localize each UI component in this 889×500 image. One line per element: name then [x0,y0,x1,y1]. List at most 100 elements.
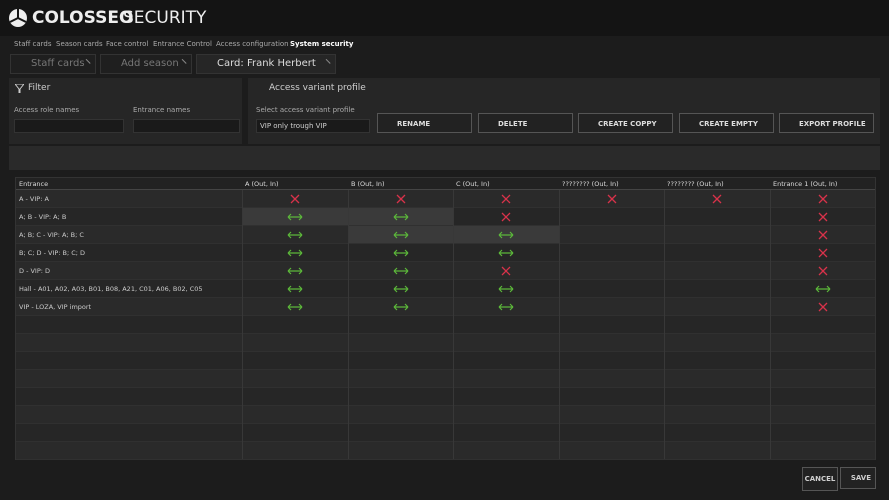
table-row [16,262,875,280]
column-divider [770,178,771,459]
table-row [16,280,875,298]
column-header: C (Out, In) [456,180,490,188]
deny-icon [501,266,511,276]
tab-close[interactable] [321,58,331,69]
tab-label: Add season [121,58,179,69]
allow-icon [498,231,514,239]
row-label: D - VIP: D [19,267,51,275]
table-row [16,352,875,370]
deny-icon [501,212,511,222]
deny-icon [818,212,827,222]
column-header: Entrance 1 (Out, In) [773,180,838,188]
header: COLOSSEO SECURITY [0,0,889,36]
field-label: Access role names [14,106,80,114]
nav-link[interactable]: Access configuration [216,40,289,48]
deny-icon [818,266,827,276]
allow-icon [287,249,303,257]
table-row [16,334,875,352]
allow-icon [498,285,514,293]
filter-icon [15,84,24,93]
table-row [16,370,875,388]
allow-icon [287,267,303,275]
logo [9,9,27,27]
select-label: Select access variant profile [256,106,355,114]
deny-icon [607,194,616,204]
profile-title: Access variant profile [269,83,366,93]
deny-icon [396,194,405,204]
column-header: ???????? (Out, In) [562,180,619,188]
profile-button[interactable]: CREATE EMPTY [679,113,774,133]
row-label: B; C; D - VIP: B; C; D [19,249,86,257]
product: SECURITY [123,8,207,28]
toolbar-band [9,146,880,170]
column-divider [242,178,243,459]
allow-icon [815,285,830,293]
column-header: Entrance [19,180,49,188]
allow-icon [498,303,514,311]
nav-link[interactable]: Staff cards [14,40,52,48]
allow-icon [393,303,408,311]
allow-icon [287,285,303,293]
allow-icon [498,249,514,257]
column-divider [453,178,454,459]
brand: COLOSSEO [32,8,134,28]
row-label: Hall - A01, A02, A03, B01, B08, A21, C01… [19,285,203,293]
save-button[interactable]: SAVE [840,467,876,489]
table-row [16,190,875,208]
table-row [16,244,875,262]
tab[interactable]: Staff cards [10,54,96,74]
filter-title: Filter [28,83,51,93]
tab[interactable]: Add season [100,54,192,74]
tab[interactable]: Card: Frank Herbert [196,54,336,74]
deny-icon [818,248,827,258]
column-divider [664,178,665,459]
nav-link[interactable]: Entrance Control [153,40,212,48]
profile-button[interactable]: DELETE [478,113,573,133]
row-label: A; B - VIP: A; B [19,213,67,221]
allow-icon [393,249,408,257]
table-row [16,424,875,442]
table-row [16,298,875,316]
allow-icon [287,303,303,311]
tab-close[interactable] [177,58,187,69]
column-header: B (Out, In) [351,180,385,188]
profile-button[interactable]: CREATE COPPY [578,113,673,133]
nav-link[interactable]: System security [290,40,354,48]
field-label: Entrance names [133,106,191,114]
header-row [16,178,875,190]
deny-icon [818,194,827,204]
row-label: A; B; C - VIP: A; B; C [19,231,84,239]
profile-button[interactable]: EXPORT PROFILE [779,113,874,133]
tab-bar: Staff cards Add season Card: Frank Herbert [10,54,880,74]
text-input[interactable] [133,119,240,133]
nav-link[interactable]: Season cards [56,40,103,48]
allow-icon [393,285,408,293]
table-row [16,316,875,334]
nav-link[interactable]: Face control [106,40,149,48]
deny-icon [501,194,511,204]
allow-icon [393,213,408,221]
table-row [16,388,875,406]
profile-panel: Access variant profile Select access var… [248,78,880,144]
table-row [16,406,875,424]
deny-icon [818,230,827,240]
column-header: ???????? (Out, In) [667,180,724,188]
select-value: VIP only trough VIP [260,122,327,130]
allow-icon [287,213,303,221]
column-divider [559,178,560,459]
allow-icon [393,267,408,275]
row-label: A - VIP: A [19,195,49,203]
column-header: A (Out, In) [245,180,279,188]
table-row [16,442,875,460]
select[interactable] [256,119,370,133]
tab-label: Card: Frank Herbert [217,58,316,69]
deny-icon [290,194,300,204]
text-input[interactable] [14,119,124,133]
row-label: VIP - LOZA, VIP import [19,303,92,311]
access-table: Entrance A (Out, In) B (Out, In) C (Out, In… [15,177,876,460]
cancel-button[interactable]: CANCEL [802,467,838,491]
profile-button[interactable]: RENAME [377,113,472,133]
tab-label: Staff cards [31,58,85,69]
